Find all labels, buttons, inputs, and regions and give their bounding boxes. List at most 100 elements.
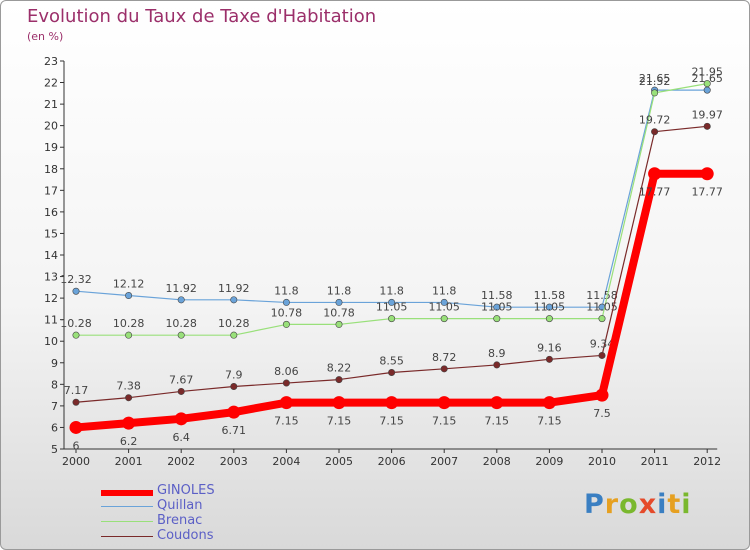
data-label-quillan: 12.12 [113, 278, 145, 291]
legend-item-ginoles: GINOLES [101, 483, 301, 500]
data-label-quillan: 11.8 [379, 284, 404, 297]
data-point-ginoles [437, 396, 451, 410]
data-label-coudons: 8.55 [379, 354, 404, 367]
legend-swatch-coudons [101, 536, 153, 537]
data-label-coudons: 8.72 [432, 351, 457, 364]
y-tick-label: 17 [44, 184, 58, 197]
y-tick-label: 12 [44, 292, 58, 305]
data-point-quillan [335, 298, 343, 306]
data-label-coudons: 8.9 [488, 347, 506, 360]
data-label-coudons: 19.72 [639, 114, 671, 127]
data-label-ginoles: 6.4 [172, 431, 190, 444]
data-point-brenac [282, 320, 290, 328]
y-tick-label: 18 [44, 163, 58, 176]
data-point-quillan [493, 303, 501, 311]
data-point-brenac [440, 315, 448, 323]
data-label-ginoles: 6.71 [222, 424, 247, 437]
data-point-ginoles [490, 396, 504, 410]
data-point-quillan [125, 292, 133, 300]
data-label-brenac: 11.05 [481, 301, 513, 314]
data-point-brenac [651, 89, 659, 97]
y-tick-label: 16 [44, 206, 58, 219]
data-point-coudons [493, 361, 501, 369]
y-tick-label: 9 [51, 357, 58, 370]
data-point-ginoles [595, 388, 609, 402]
data-label-ginoles: 17.77 [639, 186, 671, 199]
data-point-ginoles [227, 405, 241, 419]
data-label-ginoles: 6 [73, 439, 80, 452]
data-point-brenac [493, 315, 501, 323]
data-point-ginoles [69, 420, 83, 434]
legend-item-quillan: Quillan [101, 498, 301, 515]
data-point-brenac [335, 320, 343, 328]
y-tick-label: 8 [51, 378, 58, 391]
x-tick-label: 2008 [483, 455, 511, 468]
y-tick-label: 10 [44, 335, 58, 348]
y-tick-label: 6 [51, 421, 58, 434]
y-tick-label: 19 [44, 141, 58, 154]
x-tick-label: 2005 [325, 455, 353, 468]
data-label-quillan: 12.32 [60, 273, 92, 286]
data-label-brenac: 21.52 [639, 75, 671, 88]
data-point-brenac [230, 331, 238, 339]
y-tick-label: 5 [51, 443, 58, 456]
data-point-coudons [230, 382, 238, 390]
x-tick-label: 2011 [641, 455, 669, 468]
data-label-brenac: 10.28 [113, 317, 145, 330]
data-point-coudons [598, 351, 606, 359]
data-point-coudons [440, 365, 448, 373]
legend-item-brenac: Brenac [101, 513, 301, 530]
data-label-quillan: 11.8 [274, 284, 299, 297]
data-label-brenac: 10.28 [165, 317, 197, 330]
chart-title: Evolution du Taux de Taxe d'Habitation [27, 6, 377, 27]
data-label-ginoles: 17.77 [691, 186, 723, 199]
data-point-coudons [703, 122, 711, 130]
data-point-ginoles [122, 416, 136, 430]
data-label-brenac: 11.05 [534, 301, 566, 314]
data-label-coudons: 7.38 [116, 380, 141, 393]
data-label-coudons: 8.22 [327, 362, 352, 375]
data-label-quillan: 11.92 [165, 282, 197, 295]
data-label-brenac: 10.28 [218, 317, 250, 330]
data-point-ginoles [648, 167, 662, 181]
x-tick-label: 2007 [430, 455, 458, 468]
y-tick-label: 23 [44, 55, 58, 68]
data-label-brenac: 10.78 [323, 306, 355, 319]
y-tick-label: 7 [51, 400, 58, 413]
data-label-quillan: 21.65 [639, 72, 671, 85]
data-label-ginoles: 7.15 [537, 415, 562, 428]
data-label-coudons: 7.17 [64, 384, 89, 397]
data-label-quillan: 11.8 [327, 284, 352, 297]
legend-label-brenac: Brenac [157, 513, 203, 528]
data-label-brenac: 11.05 [376, 301, 408, 314]
data-label-ginoles: 7.15 [379, 415, 404, 428]
data-label-brenac: 10.78 [271, 306, 303, 319]
data-label-quillan: 21.65 [691, 72, 723, 85]
data-point-coudons [545, 355, 553, 363]
data-point-ginoles [332, 396, 346, 410]
legend: GINOLES Quillan Brenac Coudons [101, 483, 301, 545]
x-tick-label: 2010 [588, 455, 616, 468]
x-tick-label: 2000 [62, 455, 90, 468]
data-point-brenac [545, 315, 553, 323]
data-point-coudons [335, 376, 343, 384]
data-point-brenac [703, 80, 711, 88]
x-tick-label: 2009 [535, 455, 563, 468]
data-point-quillan [703, 86, 711, 94]
data-point-brenac [177, 331, 185, 339]
data-point-coudons [282, 379, 290, 387]
y-tick-label: 13 [44, 271, 58, 284]
data-point-coudons [72, 398, 80, 406]
data-label-coudons: 9.16 [537, 341, 562, 354]
data-point-quillan [230, 296, 238, 304]
data-label-brenac: 11.05 [586, 301, 618, 314]
data-point-coudons [177, 387, 185, 395]
x-tick-label: 2004 [272, 455, 300, 468]
data-label-ginoles: 7.15 [327, 415, 352, 428]
data-point-brenac [72, 331, 80, 339]
chart-unit-label: (en %) [27, 30, 64, 43]
data-label-ginoles: 6.2 [120, 435, 138, 448]
data-label-quillan: 11.92 [218, 282, 250, 295]
